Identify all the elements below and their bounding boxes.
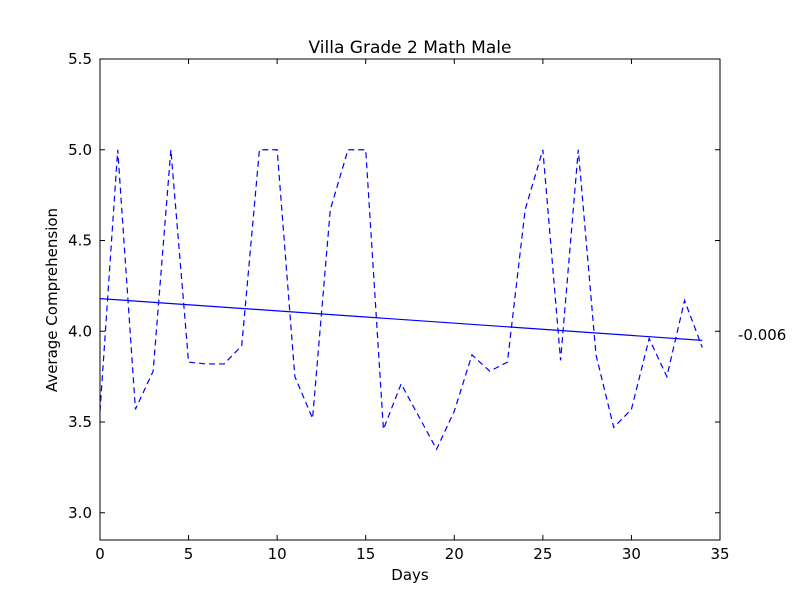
x-tick-label: 35 [710, 545, 729, 563]
y-tick-label: 4.0 [68, 322, 92, 340]
trend-line [99, 297, 703, 341]
slope-annotation: -0.006 [738, 326, 786, 344]
y-tick-label: 5.5 [68, 50, 92, 68]
y-tick-label: 4.5 [68, 232, 92, 250]
ticks-layer: 0 5 10 15 20 25 30 35 3.0 3.5 4.0 4.5 5.0 5.5 [68, 50, 729, 563]
y-tick-label: 3.0 [68, 504, 92, 522]
x-tick-label: 20 [445, 545, 464, 563]
chart-title: Villa Grade 2 Math Male [309, 38, 512, 58]
series-layer [99, 149, 703, 451]
x-tick-label: 30 [622, 545, 641, 563]
y-tick-label: 3.5 [68, 413, 92, 431]
x-axis-label: Days [391, 566, 429, 584]
y-axis-label: Average Comprehension [43, 208, 61, 392]
x-tick-label: 10 [268, 545, 287, 563]
x-tick-label: 25 [533, 545, 552, 563]
x-tick-label: 5 [184, 545, 194, 563]
x-tick-label: 15 [356, 545, 375, 563]
plot-frame [99, 58, 721, 541]
y-tick-label: 5.0 [68, 141, 92, 159]
x-tick-label: 0 [95, 545, 105, 563]
data-series-line [99, 149, 703, 451]
